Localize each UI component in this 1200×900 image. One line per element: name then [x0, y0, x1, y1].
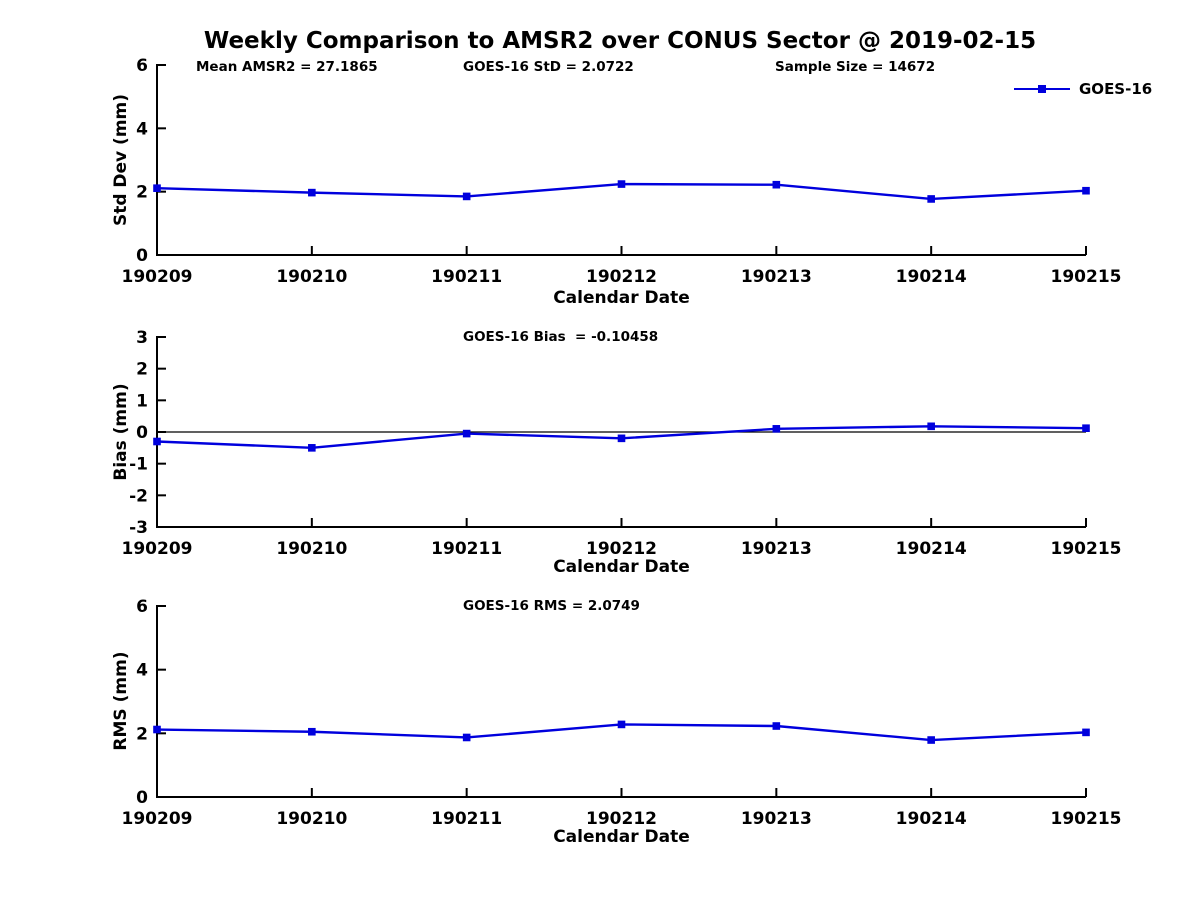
x-tick-label: 190213	[741, 267, 812, 287]
y-axis-label-stddev: Std Dev (mm)	[111, 93, 131, 227]
data-point-marker	[308, 727, 316, 736]
data-point-marker	[927, 195, 935, 203]
data-point-marker	[1082, 186, 1090, 195]
legend: GOES-16	[1014, 80, 1152, 98]
data-point-marker	[462, 192, 471, 201]
y-tick-label: 0	[136, 788, 148, 808]
y-tick-label: 1	[136, 391, 148, 411]
x-tick-label: 190214	[896, 267, 967, 287]
stddev-plot: 0 2 4 6 190209 190210 190211 190212 190213 190214…	[122, 56, 1122, 287]
x-tick-label: 190215	[1051, 809, 1122, 829]
x-tick-label: 190215	[1051, 539, 1122, 559]
annotation-sample-size: Sample Size = 14672	[775, 59, 936, 75]
x-tick-label: 190209	[122, 267, 193, 287]
x-tick-label: 190214	[896, 809, 967, 829]
data-point-marker	[927, 422, 935, 431]
annotation-goes16-rms: GOES-16 RMS = 2.0749	[463, 598, 640, 614]
y-tick-label: 6	[136, 597, 148, 617]
x-tick-label: 190215	[1051, 267, 1122, 287]
data-point-marker	[927, 736, 935, 744]
data-point-marker	[1082, 424, 1090, 432]
legend-label: GOES-16	[1079, 80, 1153, 98]
x-tick-label: 190214	[896, 539, 967, 559]
data-point-marker	[308, 444, 316, 452]
x-tick-label: 190212	[586, 267, 657, 287]
y-tick-label: 2	[136, 183, 148, 203]
x-tick-label: 190212	[586, 809, 657, 829]
y-tick-label: -3	[129, 518, 148, 538]
data-point-marker	[617, 720, 626, 729]
x-axis-label-calendar-date-bottom: Calendar Date	[553, 827, 690, 847]
x-tick-label: 190210	[276, 539, 347, 559]
legend-square-marker-icon	[1038, 85, 1046, 93]
x-tick-label: 190210	[276, 809, 347, 829]
y-tick-label: 0	[136, 246, 148, 266]
legend-line-icon	[1014, 85, 1070, 93]
data-point-marker	[153, 725, 161, 734]
x-tick-label: 190211	[431, 267, 502, 287]
x-tick-label: 190209	[122, 539, 193, 559]
x-tick-label: 190213	[741, 539, 812, 559]
x-tick-label: 190211	[431, 539, 502, 559]
y-tick-label: 0	[136, 423, 148, 443]
data-point-marker	[772, 180, 781, 189]
y-tick-label: 3	[136, 328, 148, 348]
x-axis-label-calendar-date-middle: Calendar Date	[553, 557, 690, 577]
x-axis-label-calendar-date-top: Calendar Date	[553, 288, 690, 308]
y-tick-label: 2	[136, 360, 148, 380]
rms-plot: 0 2 4 6 190209 190210 190211 190212 190213 190214…	[122, 597, 1122, 829]
data-point-marker	[153, 184, 161, 192]
y-tick-label: -2	[129, 486, 148, 506]
y-tick-label: 4	[136, 661, 148, 681]
x-tick-label: 190212	[586, 539, 657, 559]
data-point-marker	[617, 180, 626, 188]
data-point-marker	[1082, 728, 1090, 737]
data-point-marker	[462, 429, 471, 438]
data-point-marker	[772, 425, 781, 433]
chart-title: Weekly Comparison to AMSR2 over CONUS Se…	[203, 28, 1037, 54]
data-point-marker	[308, 188, 316, 197]
data-point-marker	[772, 722, 781, 730]
x-tick-label: 190213	[741, 809, 812, 829]
y-tick-label: 2	[136, 724, 148, 744]
y-tick-label: 4	[136, 119, 148, 139]
y-axis-label-rms: RMS (mm)	[111, 651, 131, 751]
x-tick-label: 190209	[122, 809, 193, 829]
annotation-goes16-bias: GOES-16 Bias = -0.10458	[463, 329, 659, 345]
annotation-mean-amsr2: Mean AMSR2 = 27.1865	[196, 59, 378, 75]
data-point-marker	[462, 733, 471, 742]
data-point-marker	[153, 437, 161, 446]
y-tick-label: -1	[129, 455, 148, 475]
x-tick-label: 190210	[276, 267, 347, 287]
y-tick-label: 6	[136, 56, 148, 76]
annotation-goes16-std: GOES-16 StD = 2.0722	[463, 59, 634, 75]
data-point-marker	[617, 434, 626, 443]
y-axis-label-bias: Bias (mm)	[111, 383, 131, 481]
x-tick-label: 190211	[431, 809, 502, 829]
